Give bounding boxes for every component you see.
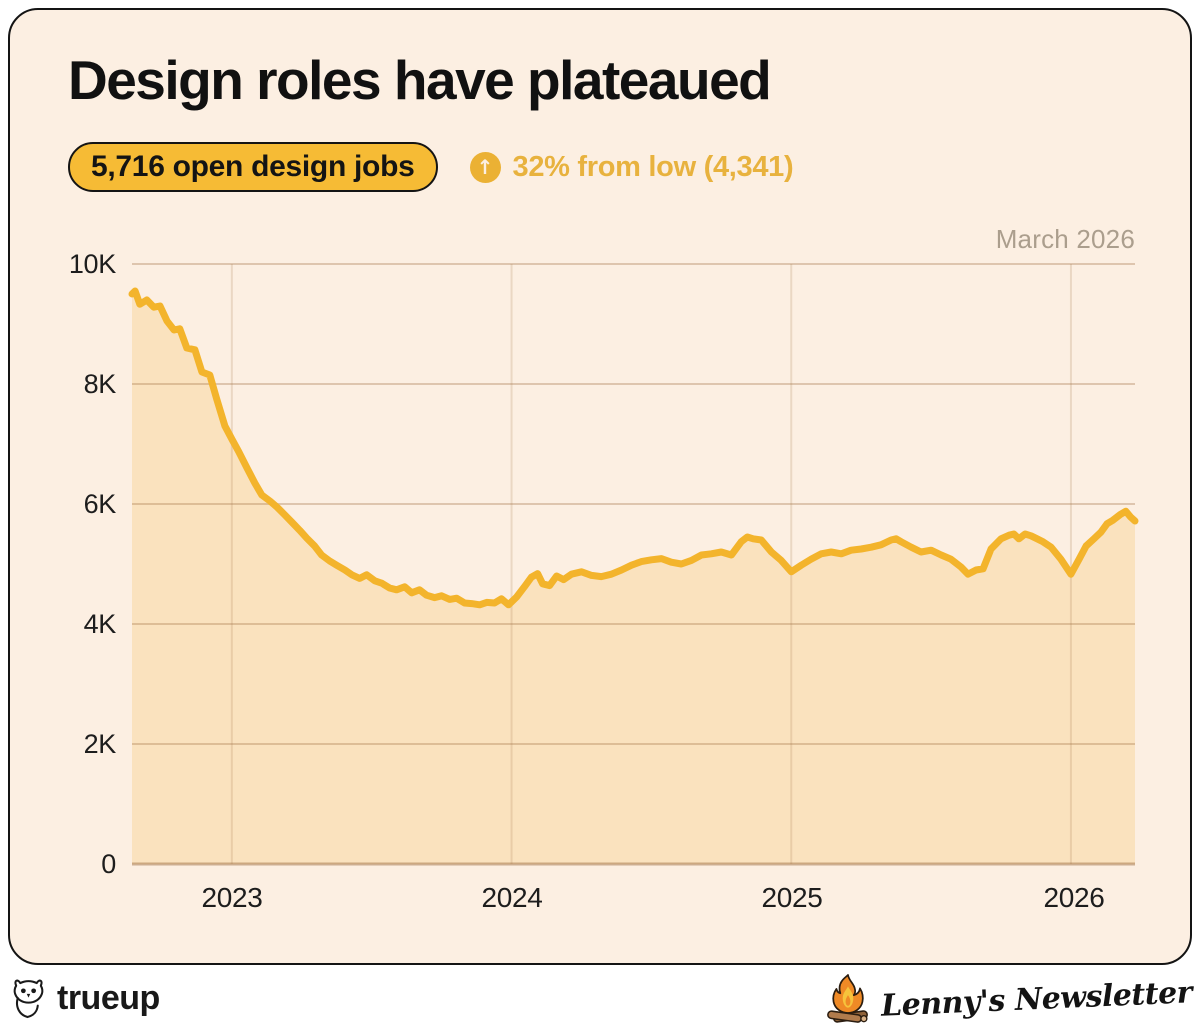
x-tick-2024: 2024 bbox=[481, 882, 543, 913]
y-tick-8k: 8K bbox=[83, 369, 117, 399]
x-tick-2023: 2023 bbox=[201, 882, 263, 913]
open-jobs-badge: 5,716 open design jobs bbox=[68, 142, 438, 192]
trueup-brand-label: trueup bbox=[57, 978, 160, 1017]
lennys-newsletter-label: Lenny's Newsletter bbox=[880, 974, 1193, 1024]
x-tick-2025: 2025 bbox=[761, 882, 823, 913]
open-jobs-badge-label: 5,716 open design jobs bbox=[91, 150, 415, 183]
y-tick-2k: 2K bbox=[83, 729, 117, 759]
up-arrow-circle-icon: ↑ bbox=[469, 151, 501, 183]
trueup-brand: trueup bbox=[10, 977, 160, 1019]
y-tick-10k: 10K bbox=[68, 249, 116, 279]
page-title: Design roles have plateaued bbox=[68, 49, 772, 111]
jobs-area-chart bbox=[128, 263, 1139, 866]
campfire-icon bbox=[827, 974, 868, 1023]
delta-from-low-label: 32% from low (4,341) bbox=[512, 150, 794, 183]
owl-icon bbox=[13, 979, 44, 1019]
delta-from-low: ↑ 32% from low (4,341) bbox=[469, 150, 794, 184]
y-tick-6k: 6K bbox=[83, 489, 117, 519]
infographic-card: Design roles have plateaued 5,716 open d… bbox=[8, 8, 1192, 965]
x-tick-2026: 2026 bbox=[1043, 882, 1105, 913]
stats-row: 5,716 open design jobs ↑ 32% from low (4… bbox=[68, 141, 794, 193]
footer: trueup Lenny's Newsletter bbox=[0, 965, 1200, 1034]
lennys-newsletter-brand: Lenny's Newsletter bbox=[823, 971, 1193, 1027]
y-tick-4k: 4K bbox=[83, 609, 117, 639]
y-tick-0: 0 bbox=[101, 849, 116, 879]
as-of-label: March 2026 bbox=[995, 224, 1135, 254]
